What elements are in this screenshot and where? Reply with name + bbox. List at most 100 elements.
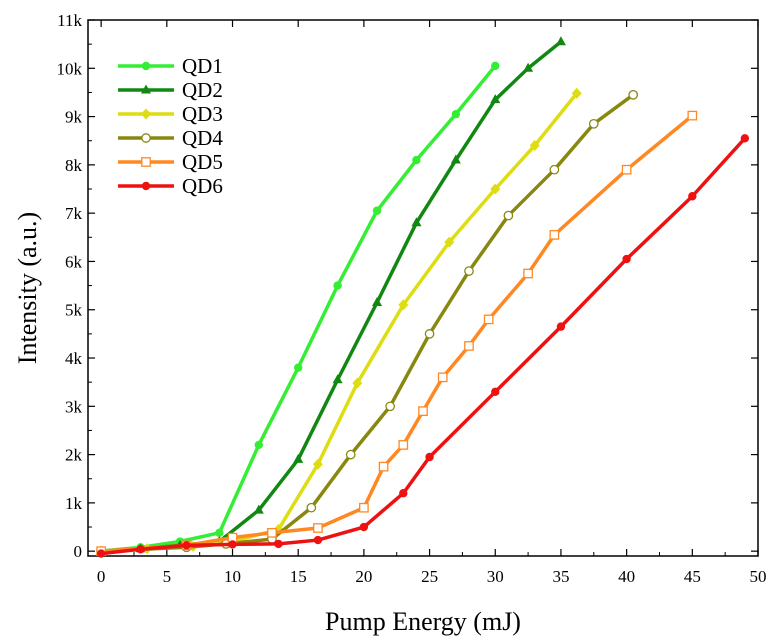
axes: 0 5 10 15 20 25 30 35 40 45 50 0 1k 2k 3k 4k 5k 6k 7k 8k 9k 1… [57,11,767,586]
series-qd1 [96,61,500,556]
data-point [483,314,494,325]
data-point [556,322,566,331]
data-point [267,527,277,538]
legend-item-qd5: QD5 [118,150,223,174]
data-point [141,133,151,143]
x-tick-label: 15 [290,567,307,586]
data-point [424,329,435,339]
y-tick-label: 2k [65,446,83,465]
data-point [549,230,560,240]
data-point [529,140,540,152]
data-point [490,94,501,104]
legend-label: QD2 [182,78,223,102]
y-tick-label: 3k [65,397,83,416]
data-point [359,502,369,513]
data-point [312,458,323,470]
series-layer [96,36,750,558]
y-tick-label: 4k [65,349,83,368]
x-tick-label: 0 [97,567,106,586]
data-point [182,541,191,550]
data-point [332,374,343,384]
legend-label: QD1 [182,54,223,78]
data-point [451,109,461,119]
legend-item-qd4: QD4 [118,126,223,150]
x-tick-label: 50 [750,567,767,586]
y-tick-label: 8k [65,156,83,175]
data-point [425,452,434,462]
data-point [621,164,632,175]
data-point [523,268,533,279]
data-point [141,84,151,94]
y-axis-title: Intensity (a.u.) [13,212,42,364]
data-point [372,296,383,306]
y-tick-label: 7k [65,204,83,223]
x-tick-label: 25 [421,567,438,586]
series-qd3 [96,87,582,557]
y-tick-label: 5k [65,301,83,320]
data-point [412,155,421,165]
plot-frame [87,19,759,557]
data-point [333,281,342,290]
data-point [588,118,599,129]
data-point [628,89,639,100]
data-point [523,62,534,72]
data-point [464,266,474,276]
x-tick-label: 30 [487,567,504,586]
data-point [141,181,151,191]
data-point [503,210,514,221]
y-tick-label: 11k [57,11,82,30]
data-point [411,217,422,227]
data-point [141,108,151,120]
y-tick-label: 6k [65,252,83,271]
data-point [378,461,389,472]
data-point [450,154,461,164]
data-point [398,299,409,311]
legend-item-qd6: QD6 [118,174,223,198]
data-point [293,363,303,372]
data-point [274,539,283,549]
data-point [228,540,237,549]
data-point [306,502,317,513]
x-tick-label: 5 [163,567,172,586]
x-tick-label: 20 [355,567,372,586]
data-point [385,401,396,412]
data-point [549,164,560,175]
data-point [555,36,566,46]
data-point [687,110,698,121]
y-tick-label: 9k [65,108,83,127]
data-point [136,545,145,554]
y-tick-label: 10k [57,59,83,78]
data-point [313,535,323,545]
legend-item-qd3: QD3 [118,102,223,126]
series-line [101,114,694,553]
data-point [96,549,106,558]
x-axis-title: Pump Energy (mJ) [325,607,521,636]
data-point [141,157,151,167]
data-point [418,406,428,416]
data-point [253,504,264,514]
data-point [740,134,750,143]
data-point [490,183,501,195]
data-point [464,341,474,351]
data-point [254,440,263,450]
data-point [352,377,363,389]
data-point [399,489,408,498]
data-point [491,387,500,397]
series-line [100,137,747,556]
data-point [215,528,224,538]
data-point [293,453,304,463]
legend-label: QD6 [182,174,223,198]
x-tick-label: 40 [618,567,635,586]
x-tick-label: 35 [552,567,569,586]
y-tick-label: 0 [74,542,83,561]
legend-label: QD5 [182,150,223,174]
x-tick-label: 10 [224,567,241,586]
data-point [622,254,631,264]
data-point [437,372,448,383]
data-point [491,61,500,71]
data-point [444,236,455,248]
series-qd6 [96,134,750,558]
x-tick-label: 45 [684,567,701,586]
